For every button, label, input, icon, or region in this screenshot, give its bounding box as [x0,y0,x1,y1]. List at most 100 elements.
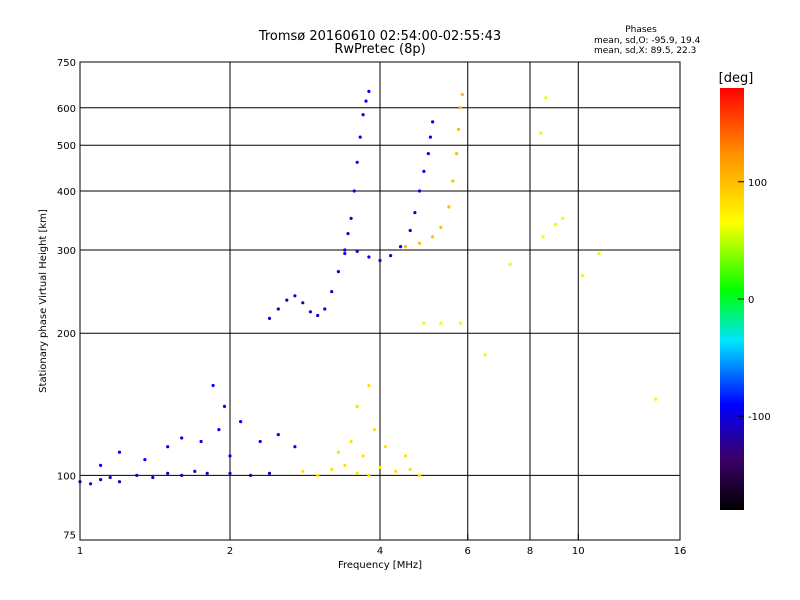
echo-point [654,397,658,401]
echo-point [316,473,320,477]
echo-point [346,232,350,236]
echo-point [239,420,243,424]
x-tick-label: 6 [465,546,471,557]
echo-point [249,473,253,477]
echo-point [258,439,262,444]
echo-point [458,321,462,325]
echo-point [394,469,398,473]
echo-point [367,255,371,259]
echo-point [99,463,103,467]
echo-point [544,96,548,100]
echo-point [199,439,203,444]
echo-point [389,254,393,258]
echo-point [358,135,362,139]
colorbar-tick-label: -100 [748,412,771,423]
echo-point [455,152,459,156]
echo-point [330,467,334,471]
y-axis-label: Stationary phase Virtual Height [km] [38,209,49,393]
y-tick-label: 300 [57,246,76,257]
echo-point [166,445,170,449]
y-tick-label: 75 [63,530,76,541]
echo-point [408,228,412,233]
echo-point [413,211,417,215]
echo-point [143,458,147,462]
echo-point [361,454,365,458]
echo-point [428,135,432,139]
echo-point [364,99,368,103]
y-axis-ticks: 75 100 200 300 400 500 600 750 [57,58,76,541]
echo-point [460,92,464,97]
x-axis-label: Frequency [MHz] [338,560,422,571]
x-tick-label: 16 [674,546,687,557]
echo-point [135,473,139,477]
y-tick-label: 100 [57,471,76,482]
echo-point [597,251,601,256]
echo-point [166,471,170,475]
echo-point [372,428,377,432]
echo-point [108,475,112,480]
echo-point [343,248,347,252]
echo-point [301,301,305,305]
colorbar-tick-label: 0 [748,295,754,306]
x-tick-label: 2 [227,546,233,557]
echo-point [336,270,340,274]
echo-point [508,262,512,266]
echo-point [383,445,387,449]
echo-point [276,307,280,311]
echo-point [117,450,122,454]
echo-point [539,131,543,135]
echo-point [349,216,353,220]
echo-point [89,482,93,486]
echo-point [217,428,221,432]
echo-point [367,473,371,477]
echo-point [426,152,430,156]
y-tick-label: 200 [57,329,76,340]
echo-point [367,89,371,93]
colorbar-ticks: 100 0 -100 [738,178,771,423]
echo-point [399,245,403,249]
echo-point [323,307,327,311]
colorbar-label: [deg] [719,71,754,86]
echo-point [447,205,451,209]
echo-point [349,439,353,444]
echo-point [316,313,320,318]
echo-point [352,189,356,193]
echo-point [541,235,545,239]
echo-point [355,404,359,408]
echo-point [205,471,209,475]
echo-point [330,290,334,294]
echo-point [422,321,426,325]
echo-point [180,473,184,477]
echo-point [308,310,312,314]
echo-point [267,316,272,320]
stats-o-mode: mean, sd,O: -95.9, 19.4 [594,36,701,46]
echo-point [180,436,184,440]
echo-point [361,113,365,117]
y-tick-label: 500 [57,141,76,152]
echo-point [417,473,422,477]
echo-point [378,258,382,263]
echo-point [456,127,461,131]
x-tick-label: 8 [527,546,533,557]
echo-point [451,179,455,183]
echo-point [403,245,408,249]
echo-point [431,235,435,239]
stats-x-mode: mean, sd,X: 89.5, 22.3 [594,46,696,56]
echo-point [439,321,443,325]
echo-point [378,465,382,469]
echo-point [581,273,585,278]
echo-point [367,383,371,388]
x-tick-label: 1 [77,546,83,557]
echo-point [211,383,215,388]
echo-point [228,454,232,458]
echo-point [276,433,280,437]
echo-point [422,169,426,173]
echo-point [355,471,359,475]
echo-point [439,225,443,229]
data-points [78,89,658,486]
echo-point [458,106,462,110]
echo-point [355,160,359,164]
echo-point [431,120,435,124]
echo-point [336,450,340,454]
